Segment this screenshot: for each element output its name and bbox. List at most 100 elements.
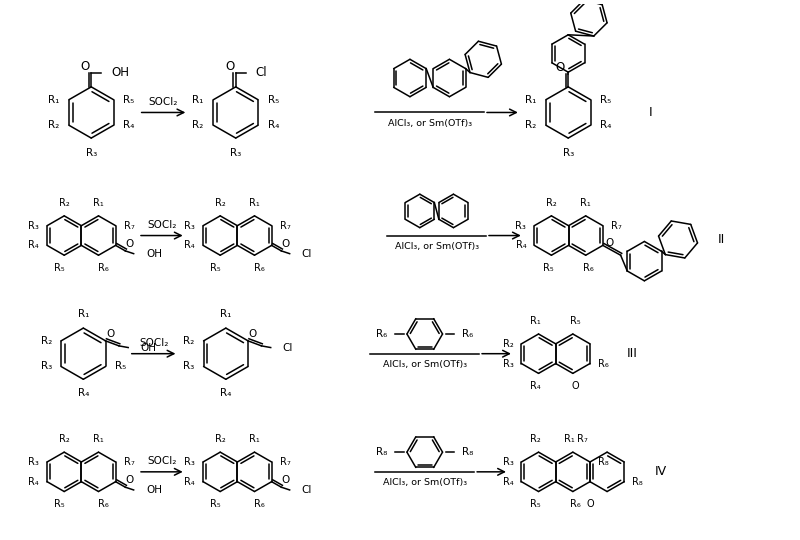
- Text: R₁: R₁: [78, 309, 89, 319]
- Text: R₁: R₁: [220, 309, 231, 319]
- Text: R₅: R₅: [601, 94, 612, 105]
- Text: R₂: R₂: [41, 336, 52, 346]
- Text: R₁: R₁: [93, 434, 104, 444]
- Text: SOCl₂: SOCl₂: [147, 220, 177, 229]
- Text: R₈: R₈: [598, 457, 609, 467]
- Text: R₄: R₄: [515, 240, 526, 251]
- Text: R₅: R₅: [54, 263, 65, 273]
- Text: R₁: R₁: [249, 434, 260, 444]
- Text: R₈: R₈: [462, 447, 474, 457]
- Text: R₅: R₅: [570, 316, 581, 326]
- Text: R₁: R₁: [249, 198, 260, 208]
- Text: OH: OH: [146, 485, 162, 495]
- Text: R₅: R₅: [543, 263, 554, 273]
- Text: R₂: R₂: [59, 198, 70, 208]
- Text: R₂: R₂: [530, 434, 541, 444]
- Text: R₆: R₆: [570, 500, 581, 509]
- Text: R₂: R₂: [48, 120, 59, 130]
- Text: R₇: R₇: [578, 434, 588, 444]
- Text: Cl: Cl: [282, 342, 293, 353]
- Text: R₁: R₁: [48, 94, 59, 105]
- Text: AlCl₃, or Sm(OTf)₃: AlCl₃, or Sm(OTf)₃: [382, 478, 467, 487]
- Text: O: O: [606, 238, 614, 247]
- Text: R₄: R₄: [185, 240, 195, 251]
- Text: O: O: [282, 239, 290, 249]
- Text: R₄: R₄: [185, 477, 195, 487]
- Text: R₆: R₆: [376, 329, 387, 339]
- Text: R₁: R₁: [580, 198, 591, 208]
- Text: R₃: R₃: [502, 457, 514, 467]
- Text: R₃: R₃: [502, 359, 514, 368]
- Text: R₆: R₆: [98, 263, 109, 273]
- Text: R₂: R₂: [192, 120, 203, 130]
- Text: Cl: Cl: [302, 248, 312, 259]
- Text: IV: IV: [654, 465, 666, 478]
- Text: R₅: R₅: [210, 263, 221, 273]
- Text: R₆: R₆: [598, 359, 609, 368]
- Text: R₅: R₅: [114, 361, 126, 372]
- Text: R₅: R₅: [210, 500, 221, 509]
- Text: R₇: R₇: [279, 221, 290, 231]
- Text: AlCl₃, or Sm(OTf)₃: AlCl₃, or Sm(OTf)₃: [394, 242, 478, 251]
- Text: OH: OH: [111, 66, 129, 79]
- Text: R₄: R₄: [29, 240, 39, 251]
- Text: R₃: R₃: [562, 148, 574, 158]
- Text: R₅: R₅: [123, 94, 134, 105]
- Text: R₄: R₄: [530, 381, 541, 391]
- Text: O: O: [282, 475, 290, 485]
- Text: R₅: R₅: [54, 500, 65, 509]
- Text: II: II: [718, 233, 725, 246]
- Text: R₆: R₆: [462, 329, 474, 339]
- Text: R₇: R₇: [279, 457, 290, 467]
- Text: R₇: R₇: [123, 221, 134, 231]
- Text: R₃: R₃: [230, 148, 242, 158]
- Text: R₅: R₅: [268, 94, 279, 105]
- Text: O: O: [126, 239, 134, 249]
- Text: R₄: R₄: [78, 388, 89, 398]
- Text: R₆: R₆: [254, 500, 265, 509]
- Text: I: I: [648, 106, 652, 119]
- Text: R₃: R₃: [28, 221, 39, 231]
- Text: R₃: R₃: [86, 148, 97, 158]
- Text: O: O: [556, 60, 565, 73]
- Text: AlCl₃, or Sm(OTf)₃: AlCl₃, or Sm(OTf)₃: [388, 119, 472, 128]
- Text: R₆: R₆: [254, 263, 265, 273]
- Text: O: O: [572, 381, 580, 391]
- Text: R₁: R₁: [192, 94, 203, 105]
- Text: R₂: R₂: [525, 120, 536, 130]
- Text: SOCl₂: SOCl₂: [139, 338, 168, 348]
- Text: O: O: [106, 329, 114, 339]
- Text: AlCl₃, or Sm(OTf)₃: AlCl₃, or Sm(OTf)₃: [382, 360, 467, 369]
- Text: III: III: [627, 347, 638, 360]
- Text: R₄: R₄: [220, 388, 231, 398]
- Text: R₂: R₂: [183, 336, 194, 346]
- Text: R₁: R₁: [565, 434, 575, 444]
- Text: O: O: [81, 60, 90, 73]
- Text: R₆: R₆: [98, 500, 109, 509]
- Text: R₇: R₇: [123, 457, 134, 467]
- Text: R₂: R₂: [502, 339, 514, 349]
- Text: R₄: R₄: [502, 477, 514, 487]
- Text: OH: OH: [146, 248, 162, 259]
- Text: R₅: R₅: [530, 500, 541, 509]
- Text: R₁: R₁: [93, 198, 104, 208]
- Text: R₄: R₄: [268, 120, 279, 130]
- Text: R₄: R₄: [123, 120, 135, 130]
- Text: R₄: R₄: [601, 120, 612, 130]
- Text: R₇: R₇: [610, 221, 622, 231]
- Text: R₂: R₂: [215, 434, 226, 444]
- Text: SOCl₂: SOCl₂: [149, 97, 178, 106]
- Text: R₃: R₃: [184, 221, 195, 231]
- Text: R₁: R₁: [525, 94, 536, 105]
- Text: OH: OH: [140, 342, 156, 353]
- Text: R₃: R₃: [183, 361, 194, 372]
- Text: R₃: R₃: [515, 221, 526, 231]
- Text: R₂: R₂: [59, 434, 70, 444]
- Text: Cl: Cl: [255, 66, 267, 79]
- Text: R₃: R₃: [28, 457, 39, 467]
- Text: O: O: [586, 500, 594, 509]
- Text: R₈: R₈: [632, 477, 643, 487]
- Text: SOCl₂: SOCl₂: [147, 456, 177, 466]
- Text: O: O: [249, 329, 257, 339]
- Text: R₁: R₁: [530, 316, 541, 326]
